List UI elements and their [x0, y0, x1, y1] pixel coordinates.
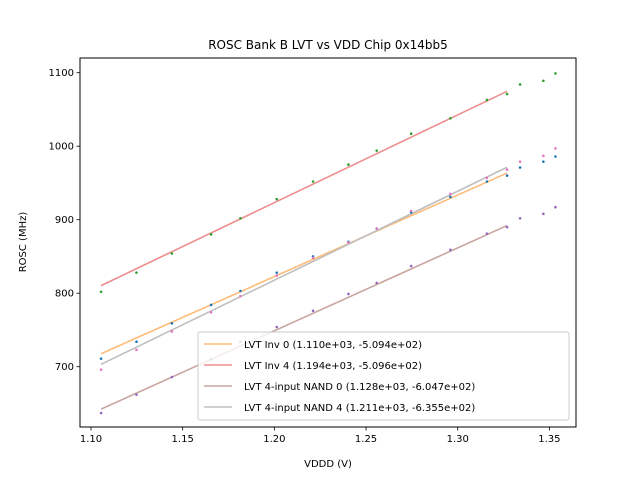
legend-label-2: LVT Inv 4 (1.194e+03, -5.096e+02)	[244, 361, 422, 372]
data-point-s4-3	[170, 330, 174, 333]
data-point-s2-4	[209, 233, 213, 236]
x-axis-ticks: 1.10 1.15 1.20 1.25 1.30 1.35	[80, 427, 561, 445]
data-point-s2-12	[485, 98, 489, 102]
x-tick-label: 1.20	[263, 434, 285, 445]
data-point-s4-4	[209, 311, 213, 314]
data-point-s2-11	[449, 116, 452, 120]
data-point-s1-6	[275, 271, 279, 274]
x-tick-label: 1.15	[172, 434, 194, 445]
data-point-s2-14	[518, 83, 522, 86]
data-point-s1-15	[542, 160, 545, 163]
data-point-s3-8	[347, 292, 350, 296]
data-point-s4-7	[311, 256, 315, 260]
data-point-s2-2	[135, 271, 138, 274]
data-point-s3-6	[275, 325, 279, 329]
data-point-s1-11	[449, 195, 452, 199]
legend-label-1: LVT Inv 0 (1.110e+03, -5.094e+02)	[244, 340, 422, 351]
y-tick-label: 1100	[49, 68, 74, 79]
fit-line-2	[100, 90, 508, 287]
data-point-s2-8	[347, 163, 350, 166]
data-point-s2-1	[99, 290, 103, 294]
y-axis-label: ROSC (MHz)	[18, 212, 29, 273]
plot-area	[99, 72, 557, 415]
data-point-s4-11	[449, 192, 452, 196]
data-point-s2-16	[554, 72, 557, 75]
legend-box	[197, 331, 570, 421]
data-point-s3-16	[554, 205, 557, 209]
x-tick-label: 1.35	[538, 434, 560, 445]
data-point-s1-3	[170, 322, 174, 325]
data-point-s2-3	[170, 252, 174, 255]
data-point-s4-16	[554, 147, 557, 150]
data-point-s3-14	[518, 216, 522, 220]
y-tick-label: 700	[55, 362, 74, 373]
legend-label-3: LVT 4-input NAND 0 (1.128e+03, -6.047e+0…	[244, 382, 475, 393]
data-point-s4-10	[409, 209, 413, 213]
data-point-s4-12	[485, 176, 489, 180]
x-tick-label: 1.30	[447, 434, 469, 445]
data-point-s2-10	[409, 132, 413, 136]
data-point-s1-5	[239, 289, 242, 293]
data-point-s3-13	[505, 225, 509, 229]
data-point-s4-5	[239, 294, 242, 298]
y-tick-label: 800	[55, 289, 74, 300]
data-point-s3-7	[311, 309, 315, 313]
data-point-s1-12	[485, 180, 489, 183]
data-point-s3-1	[99, 411, 103, 415]
data-point-s2-13	[505, 92, 509, 96]
data-point-s3-9	[375, 281, 378, 285]
data-point-s2-15	[542, 79, 545, 83]
data-point-s4-2	[135, 348, 138, 352]
fit-line-1	[100, 172, 508, 355]
data-point-s1-14	[518, 166, 522, 169]
y-tick-label: 900	[55, 215, 74, 226]
data-point-s1-2	[135, 340, 138, 344]
x-axis-label: VDDD (V)	[304, 459, 352, 470]
fit-line-3	[100, 224, 508, 410]
data-point-s1-16	[554, 155, 557, 158]
data-point-s3-15	[542, 212, 545, 216]
legend: LVT Inv 0 (1.110e+03, -5.094e+02) LVT Inv…	[197, 331, 570, 421]
data-point-s4-1	[99, 368, 103, 371]
data-point-s4-6	[275, 274, 279, 277]
data-point-s4-8	[347, 241, 350, 244]
data-point-s1-1	[99, 357, 103, 360]
data-point-s3-3	[170, 375, 174, 379]
data-point-s3-2	[135, 393, 138, 396]
data-point-s4-13	[505, 168, 509, 172]
data-point-s4-14	[518, 160, 522, 163]
y-axis-ticks: 700 800 900 1000 1100	[49, 68, 80, 373]
axes-frame	[79, 57, 577, 428]
data-point-s4-15	[542, 154, 545, 158]
x-tick-label: 1.10	[80, 434, 102, 445]
x-tick-label: 1.25	[355, 434, 377, 445]
data-point-s3-12	[485, 232, 489, 235]
data-point-s4-9	[375, 227, 378, 230]
data-point-s1-13	[505, 174, 509, 177]
data-point-s3-11	[449, 248, 452, 252]
data-point-s2-9	[375, 149, 378, 152]
data-point-s2-6	[275, 197, 279, 201]
data-point-s3-10	[409, 264, 413, 268]
chart-title: ROSC Bank B LVT vs VDD Chip 0x14bb5	[208, 38, 448, 52]
y-tick-label: 1000	[49, 142, 74, 153]
data-point-s2-5	[239, 216, 242, 220]
legend-label-4: LVT 4-input NAND 4 (1.211e+03, -6.355e+0…	[244, 403, 475, 414]
data-point-s1-4	[209, 303, 213, 307]
fit-line-4	[100, 166, 508, 366]
data-point-s2-7	[311, 180, 315, 183]
